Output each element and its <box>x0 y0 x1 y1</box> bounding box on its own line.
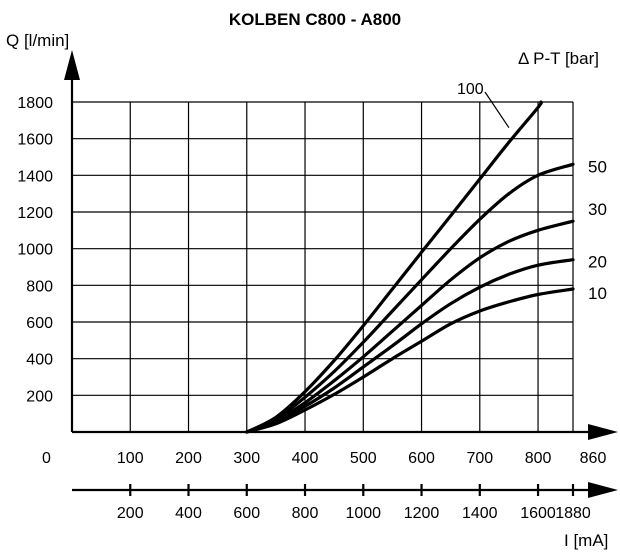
series-curve-10 <box>245 287 575 434</box>
current-tick-label: 1400 <box>462 505 498 522</box>
x-tick-label: 860 <box>580 450 607 467</box>
chart-title: KOLBEN C800 - A800 <box>229 10 401 29</box>
current-tick-label: 400 <box>175 505 202 522</box>
y-axis-arrow-icon <box>64 50 80 80</box>
current-tick-label: 1880 <box>555 505 591 522</box>
x-axis-arrow-icon <box>588 424 618 440</box>
y-axis-label: Q [l/min] <box>6 31 69 50</box>
series-axis-label: Δ P-T [bar] <box>518 49 599 68</box>
series-label-50: 50 <box>588 157 607 176</box>
series-label-leader <box>484 91 510 129</box>
current-tick-label: 200 <box>117 505 144 522</box>
grid <box>72 101 574 432</box>
x-tick-label: 300 <box>233 450 260 467</box>
series-label-20: 20 <box>588 253 607 272</box>
series-label-30: 30 <box>588 200 607 219</box>
y-tick-label: 200 <box>26 388 53 405</box>
x-tick-label: 800 <box>525 450 552 467</box>
current-axis-arrow-icon <box>588 482 618 498</box>
axes <box>64 50 618 498</box>
x-tick-label: 700 <box>466 450 493 467</box>
current-tick-label: 1000 <box>345 505 381 522</box>
y-tick-label: 1600 <box>17 132 53 149</box>
current-tick-label: 1200 <box>404 505 440 522</box>
y-tick-label: 800 <box>26 278 53 295</box>
series-curve-50 <box>245 162 575 434</box>
y-tick-label: 1400 <box>17 168 53 185</box>
y-tick-label: 600 <box>26 315 53 332</box>
y-tick-label: 1200 <box>17 205 53 222</box>
x-tick-label: 400 <box>292 450 319 467</box>
series-curve-20 <box>245 258 575 434</box>
series-label-10: 10 <box>588 284 607 303</box>
series-curves <box>245 100 575 434</box>
current-tick-label: 800 <box>292 505 319 522</box>
y-tick-label: 400 <box>26 352 53 369</box>
current-tick-label: 600 <box>233 505 260 522</box>
current-tick-label: 1600 <box>520 505 556 522</box>
x-tick-label: 100 <box>117 450 144 467</box>
series-labels: 100 50 30 20 10 <box>457 81 607 303</box>
origin-label: 0 <box>42 450 51 467</box>
series-curve-100 <box>245 100 543 434</box>
x-tick-label: 600 <box>408 450 435 467</box>
y-tick-label: 1800 <box>17 95 53 112</box>
y-tick-label: 1000 <box>17 242 53 259</box>
x-tick-label: 200 <box>175 450 202 467</box>
x-axis-label: I [mA] <box>564 531 608 550</box>
x-tick-label: 500 <box>350 450 377 467</box>
series-label-100: 100 <box>457 81 484 98</box>
series-curve-30 <box>245 219 575 434</box>
